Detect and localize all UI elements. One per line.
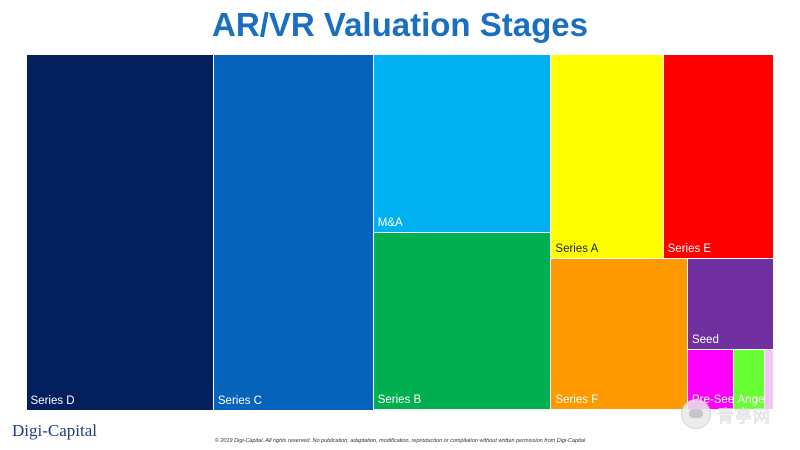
watermark-text: 青亭网 <box>717 406 771 427</box>
treemap-tile-series-c: Series C <box>213 54 373 410</box>
tile-label: Angel <box>737 394 767 407</box>
tile-label: Series F <box>555 394 599 407</box>
treemap-tile-series-a: Series A <box>551 54 663 258</box>
tile-label: Series A <box>555 242 599 255</box>
vr-headset-icon <box>681 399 711 429</box>
tile-label: Series C <box>217 394 262 407</box>
treemap-tile-series-b: Series B <box>373 233 551 410</box>
treemap-tile-other <box>765 349 774 410</box>
tile-label: M&A <box>377 217 403 230</box>
chart-title: AR/VR Valuation Stages <box>212 6 588 43</box>
tile-label: Series B <box>377 394 422 407</box>
brand-logo: Digi-Capital <box>12 421 97 440</box>
treemap-tile-series-e: Series E <box>663 54 774 258</box>
tile-label: Series E <box>667 242 712 255</box>
treemap-tile-m-a: M&A <box>373 54 551 233</box>
treemap-tile-series-d: Series D <box>26 54 213 410</box>
tile-label: Seed <box>691 333 719 346</box>
treemap-tile-series-f: Series F <box>551 258 687 410</box>
treemap-tile-angel: Angel <box>733 349 767 410</box>
tile-label: Series D <box>30 394 75 407</box>
watermark: 青亭网 <box>681 396 791 432</box>
treemap-tile-seed: Seed <box>687 258 774 349</box>
copyright-notice: © 2019 Digi-Capital. All rights reserved… <box>214 438 586 444</box>
